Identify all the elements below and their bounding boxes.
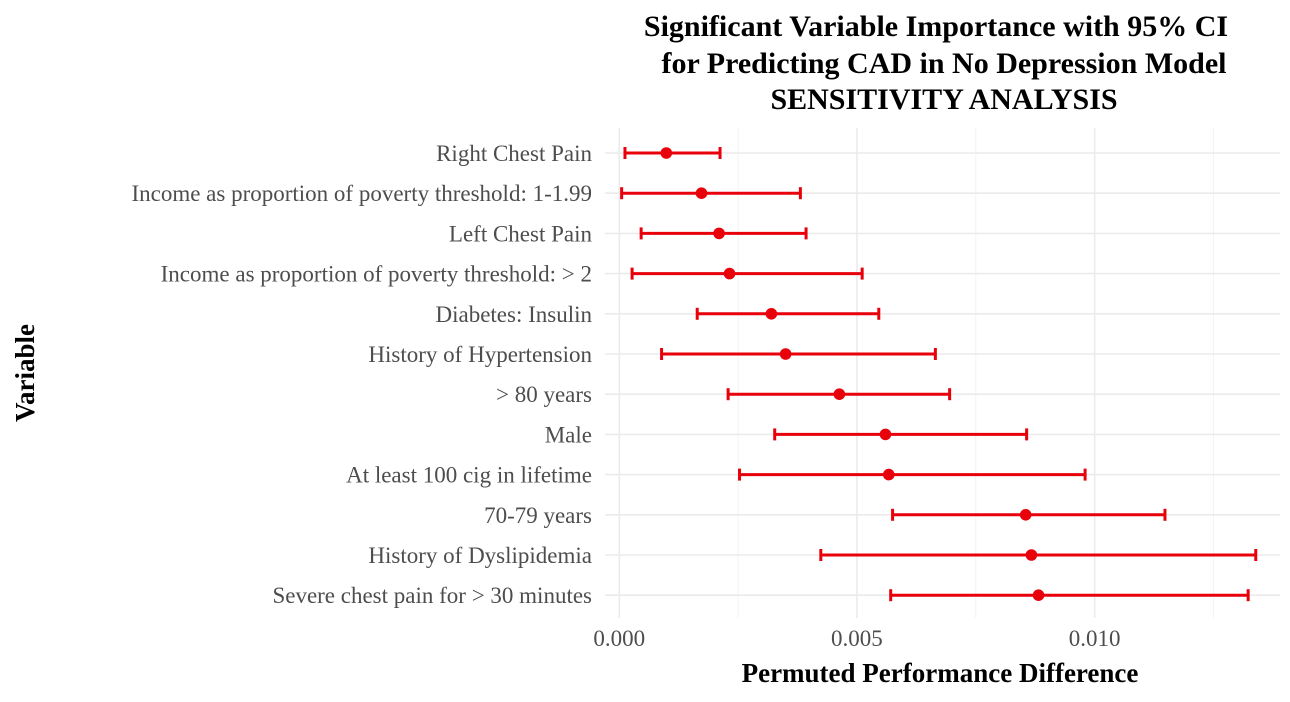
error-bar-group <box>623 147 722 159</box>
y-tick-label: Left Chest Pain <box>449 221 593 246</box>
error-bar-group <box>738 468 1087 481</box>
x-tick-label: 0.010 <box>1069 626 1121 651</box>
error-bar-group <box>620 187 802 200</box>
importance-point <box>713 227 725 240</box>
importance-point <box>779 348 792 360</box>
importance-point <box>879 428 892 441</box>
error-bars <box>620 147 1258 602</box>
y-tick-label: Income as proportion of poverty threshol… <box>161 262 592 287</box>
title-line-2: for Predicting CAD in No Depression Mode… <box>662 47 1227 80</box>
grid <box>605 128 1280 618</box>
error-bar-group <box>630 267 864 280</box>
y-tick-label: History of Hypertension <box>368 342 592 367</box>
error-bar-group <box>695 307 881 320</box>
y-axis-title: Variable <box>10 324 40 422</box>
x-axis-title: Permuted Performance Difference <box>742 658 1139 688</box>
importance-point <box>1019 509 1032 521</box>
importance-point <box>833 388 846 401</box>
y-tick-label: Severe chest pain for > 30 minutes <box>272 583 592 608</box>
error-bar-group <box>660 348 937 360</box>
error-bar-group <box>891 508 1167 521</box>
x-tick-label: 0.000 <box>593 626 645 651</box>
importance-point <box>660 147 673 159</box>
y-tick-label: History of Dyslipidemia <box>368 543 592 568</box>
error-bar-group <box>819 549 1258 561</box>
importance-point <box>1025 549 1038 561</box>
x-tick-label: 0.005 <box>831 626 883 651</box>
importance-point <box>882 468 895 481</box>
y-tick-label: Diabetes: Insulin <box>436 302 593 327</box>
x-axis-labels: 0.000 0.005 0.010 <box>593 626 1120 651</box>
y-axis-labels: Right Chest Pain Income as proportion of … <box>131 141 592 608</box>
y-tick-label: Male <box>545 422 592 447</box>
error-bar-group <box>773 428 1029 441</box>
chart-title: Significant Variable Importance with 95%… <box>644 10 1228 116</box>
y-tick-label: Income as proportion of poverty threshol… <box>131 181 592 206</box>
importance-point <box>1032 589 1045 601</box>
error-bar-group <box>726 388 952 401</box>
error-bar-group <box>889 589 1250 602</box>
y-tick-label: > 80 years <box>496 382 592 407</box>
title-line-3: SENSITIVITY ANALYSIS <box>770 83 1117 116</box>
importance-point <box>695 187 708 199</box>
y-tick-label: At least 100 cig in lifetime <box>346 463 592 488</box>
title-line-1: Significant Variable Importance with 95%… <box>644 10 1228 43</box>
importance-point <box>723 267 736 280</box>
y-tick-label: Right Chest Pain <box>436 141 592 166</box>
y-tick-label: 70-79 years <box>484 503 592 528</box>
importance-point <box>765 308 778 320</box>
error-bar-group <box>639 227 808 240</box>
